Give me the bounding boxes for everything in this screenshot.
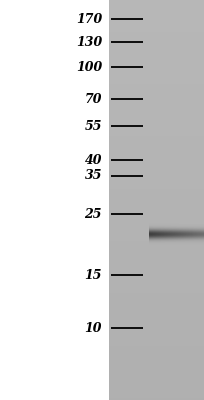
Text: 40: 40 — [84, 154, 102, 166]
Text: 55: 55 — [84, 120, 102, 132]
Text: 10: 10 — [84, 322, 102, 334]
Text: 35: 35 — [84, 170, 102, 182]
Text: 25: 25 — [84, 208, 102, 220]
Text: 15: 15 — [84, 269, 102, 282]
Text: 130: 130 — [76, 36, 102, 48]
Text: 170: 170 — [76, 13, 102, 26]
Text: 70: 70 — [84, 93, 102, 106]
Text: 100: 100 — [76, 61, 102, 74]
